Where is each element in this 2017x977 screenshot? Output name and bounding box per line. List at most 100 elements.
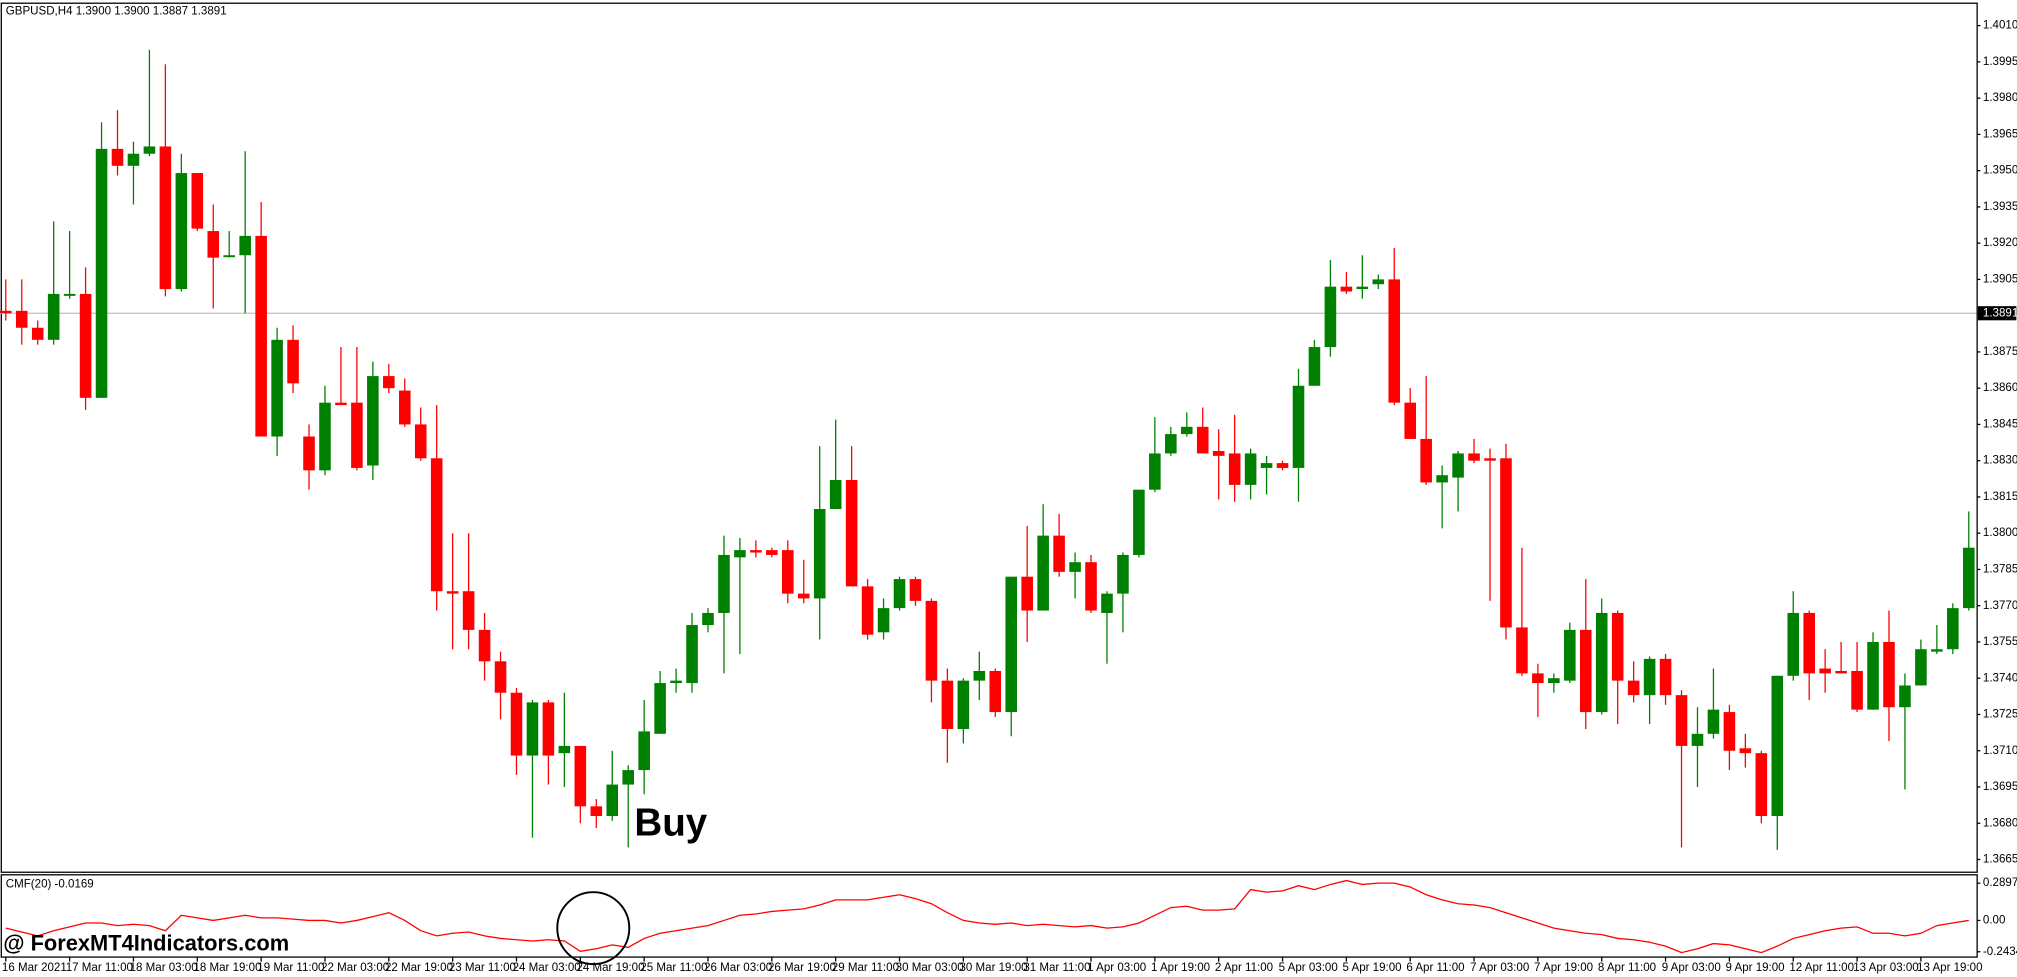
candle-body	[1723, 712, 1736, 751]
candle-body	[702, 612, 714, 626]
candle-body	[1532, 673, 1544, 684]
candle-body	[1468, 453, 1480, 461]
x-tick-label: 17 Mar 11:00	[66, 962, 133, 974]
y-tick-label: 1.3800	[1983, 527, 2017, 539]
y-tick-label: 1.3950	[1983, 165, 2017, 177]
x-tick-label: 13 Apr 03:00	[1853, 962, 1919, 974]
candle-body	[1915, 649, 1927, 686]
y-tick-label: 1.3725	[1983, 709, 2017, 721]
candle-body	[718, 554, 730, 613]
y-tick-label: 1.3710	[1983, 745, 2017, 757]
candle-body	[1787, 612, 1800, 676]
candle-body	[590, 806, 603, 816]
y-tick-label: 1.3905	[1983, 273, 2017, 285]
y-tick-label: 1.3995	[1983, 56, 2017, 68]
marks	[0, 49, 1977, 954]
candle-body	[207, 231, 220, 258]
candle-body	[1436, 475, 1448, 483]
x-tick-label: 25 Mar 11:00	[640, 962, 707, 974]
candle-body	[1851, 670, 1863, 710]
x-tick-label: 30 Mar 03:00	[896, 962, 964, 974]
candle-body	[1340, 286, 1353, 292]
candle-body	[143, 146, 156, 154]
candle-body	[1739, 748, 1752, 754]
candle-body	[1611, 612, 1624, 681]
x-tick-label: 16 Mar 2021	[2, 962, 67, 974]
candle-body	[95, 148, 108, 398]
candle-body	[670, 680, 682, 684]
x-tick-label: 24 Mar 19:00	[576, 962, 644, 974]
x-tick-label: 1 Apr 19:00	[1151, 962, 1210, 974]
x-tick-label: 19 Mar 11:00	[257, 962, 324, 974]
candle-body	[1755, 753, 1768, 816]
candle-body	[494, 661, 507, 693]
candle-body	[1771, 675, 1784, 816]
indicator-frame	[0, 874, 1978, 958]
candle-body	[335, 402, 347, 406]
candle-body	[1707, 709, 1720, 734]
candle-body	[782, 550, 794, 594]
x-tick-label: 1 Apr 03:00	[1087, 962, 1146, 974]
candle-body	[1819, 668, 1831, 674]
x-tick-label: 12 Apr 11:00	[1789, 962, 1854, 974]
candle-body	[526, 702, 539, 756]
x-tick-label: 18 Mar 19:00	[193, 962, 261, 974]
candle-body	[622, 770, 634, 785]
candle-body	[1548, 678, 1560, 684]
candle-body	[877, 608, 890, 633]
candle-body	[383, 376, 395, 389]
candle-body	[1404, 402, 1416, 439]
candle-body	[1308, 347, 1321, 386]
x-tick-label: 22 Mar 03:00	[321, 962, 389, 974]
candle-body	[606, 784, 619, 816]
candle-body	[1372, 279, 1385, 285]
y-tick-label: 0.00	[1983, 914, 2005, 926]
candle-body	[127, 153, 140, 166]
candle-body	[574, 745, 587, 807]
candle-body	[1835, 670, 1847, 674]
candle-body	[1452, 453, 1464, 478]
x-tick-label: 9 Apr 19:00	[1726, 962, 1785, 974]
x-tick-label: 13 Apr 19:00	[1917, 962, 1983, 974]
y-tick-label: 1.3815	[1983, 491, 2017, 503]
y-tick-label: 1.3695	[1983, 781, 2017, 793]
candle-body	[15, 310, 28, 328]
candle-body	[813, 509, 826, 599]
x-tick-label: 26 Mar 19:00	[768, 962, 836, 974]
candle-body	[1564, 629, 1576, 681]
candle-body	[1883, 641, 1895, 708]
candle-body	[478, 629, 491, 662]
candle-body	[558, 745, 571, 754]
candle-body	[1037, 535, 1049, 611]
candle-body	[414, 424, 427, 459]
candle-body	[845, 480, 858, 587]
y-tick-label: 1.3740	[1983, 672, 2017, 684]
x-tick-label: 31 Mar 11:00	[1023, 962, 1090, 974]
candle-body	[367, 376, 379, 466]
y-tick-label: 1.3875	[1983, 346, 2017, 358]
candle-body	[191, 173, 204, 229]
y-tick-label: 1.3920	[1983, 237, 2017, 249]
x-tick-label: 7 Apr 03:00	[1470, 962, 1529, 974]
candle-body	[1420, 438, 1432, 483]
candle-body	[1021, 576, 1033, 611]
candle-body	[1388, 279, 1401, 403]
candle-body	[398, 390, 411, 425]
y-tick-label: 1.3785	[1983, 563, 2017, 575]
main-frame	[0, 2, 1978, 873]
candle-body	[1803, 612, 1815, 674]
y-tick-label: 1.3665	[1983, 854, 2017, 866]
candle-body	[654, 683, 666, 734]
x-tick-label: 23 Mar 11:00	[449, 962, 516, 974]
candle-body	[79, 293, 92, 398]
candle-body	[797, 593, 810, 599]
x-tick-label: 9 Apr 03:00	[1662, 962, 1721, 974]
y-tick-label: 0.2897	[1983, 877, 2017, 889]
candle-body	[47, 293, 60, 340]
y-tick-label: 1.3965	[1983, 128, 2017, 140]
candle-body	[31, 327, 44, 340]
y-tick-label: 1.3770	[1983, 600, 2017, 612]
candle-body	[1659, 658, 1672, 696]
candle-body	[1165, 434, 1177, 454]
